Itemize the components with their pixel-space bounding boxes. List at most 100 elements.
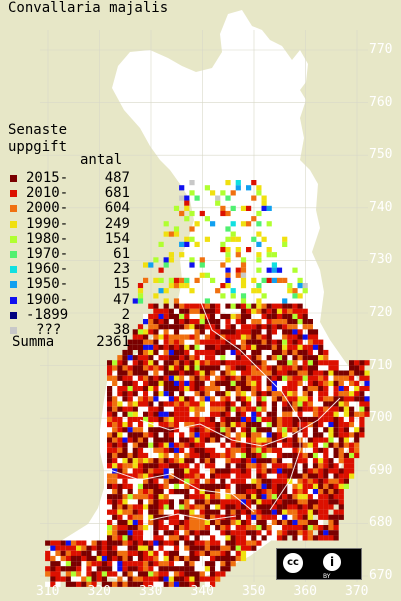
observation-cell [343, 427, 349, 433]
observation-cell [271, 499, 277, 505]
legend-row: ??? 38 [8, 323, 138, 338]
observation-cell [122, 375, 128, 381]
observation-cell [240, 483, 247, 489]
observation-cell [122, 468, 128, 474]
observation-cell [148, 442, 154, 448]
observation-cell [323, 473, 329, 479]
observation-cell [323, 380, 329, 386]
observation-cell [199, 550, 205, 556]
observation-cell [225, 530, 231, 536]
observation-cell [163, 365, 169, 371]
observation-cell [240, 535, 247, 541]
observation-cell [179, 349, 185, 356]
observation-cell [184, 555, 190, 562]
observation-cell [184, 525, 190, 531]
observation-cell [292, 355, 298, 361]
observation-cell [318, 452, 324, 459]
observation-cell [251, 303, 257, 309]
observation-cell [271, 442, 277, 448]
observation-cell [235, 349, 241, 356]
observation-cell [225, 180, 231, 186]
observation-cell [354, 437, 360, 443]
observation-cell [158, 504, 164, 510]
observation-cell [132, 550, 138, 556]
observation-cell [318, 437, 324, 443]
observation-cell [323, 406, 329, 412]
observation-cell [349, 447, 355, 453]
y-tick-label: 720 [369, 305, 393, 320]
observation-cell [117, 370, 123, 376]
observation-cell [122, 349, 128, 356]
observation-cell [204, 447, 210, 453]
legend: Senaste uppgift antal 2015- 487 2010- 681 20… [8, 122, 138, 350]
observation-cell [266, 277, 272, 283]
observation-cell [55, 561, 61, 567]
observation-cell [148, 386, 154, 392]
observation-cell [235, 365, 241, 371]
observation-cell [184, 277, 190, 283]
observation-cell [266, 442, 272, 448]
observation-cell [282, 344, 288, 350]
observation-cell [148, 483, 154, 489]
observation-cell [343, 437, 349, 443]
observation-cell [240, 221, 247, 227]
observation-cell [189, 519, 195, 526]
observation-cell [271, 344, 277, 350]
observation-cell [184, 550, 190, 556]
observation-cell [307, 499, 313, 505]
observation-cell [189, 262, 195, 268]
observation-cell [343, 370, 349, 376]
observation-cell [204, 360, 210, 366]
observation-cell [153, 458, 159, 464]
observation-cell [225, 349, 231, 356]
observation-cell [148, 519, 154, 526]
observation-cell [158, 530, 164, 536]
observation-cell [307, 468, 313, 474]
legend-row: 1960- 23 [8, 262, 138, 277]
observation-cell [199, 360, 205, 366]
observation-cell [163, 375, 169, 381]
observation-cell [184, 416, 190, 423]
observation-cell [184, 545, 190, 551]
observation-cell [86, 561, 92, 567]
observation-cell [251, 339, 257, 345]
observation-cell [282, 391, 288, 397]
observation-cell [194, 195, 200, 201]
observation-cell [194, 447, 200, 453]
observation-cell [230, 499, 236, 505]
observation-cell [179, 313, 185, 320]
observation-cell [148, 355, 154, 361]
observation-cell [189, 432, 195, 438]
observation-cell [173, 329, 180, 335]
observation-cell [148, 504, 154, 510]
observation-cell [220, 247, 226, 253]
legend-label: 1960- [26, 261, 69, 278]
observation-cell [323, 483, 329, 489]
observation-cell [127, 458, 133, 464]
cc-by-license-badge[interactable]: cc i BY [276, 548, 362, 580]
observation-cell [117, 483, 123, 489]
observation-cell [225, 545, 231, 551]
observation-cell [153, 416, 159, 423]
observation-cell [122, 370, 128, 376]
observation-cell [307, 334, 313, 340]
observation-cell [112, 530, 118, 536]
legend-row: 1970- 61 [8, 247, 138, 262]
observation-cell [312, 525, 319, 531]
observation-cell [127, 473, 133, 479]
observation-cell [199, 272, 205, 278]
observation-cell [199, 514, 205, 520]
observation-cell [65, 581, 71, 587]
observation-cell [225, 473, 231, 479]
observation-cell [220, 519, 226, 526]
observation-cell [266, 386, 272, 392]
observation-cell [96, 545, 102, 551]
observation-cell [271, 375, 277, 381]
observation-cell [251, 525, 257, 531]
observation-cell [204, 483, 210, 489]
observation-cell [282, 489, 288, 495]
observation-cell [246, 185, 252, 191]
observation-cell [148, 581, 154, 587]
observation-cell [292, 530, 298, 536]
observation-cell [276, 308, 283, 314]
